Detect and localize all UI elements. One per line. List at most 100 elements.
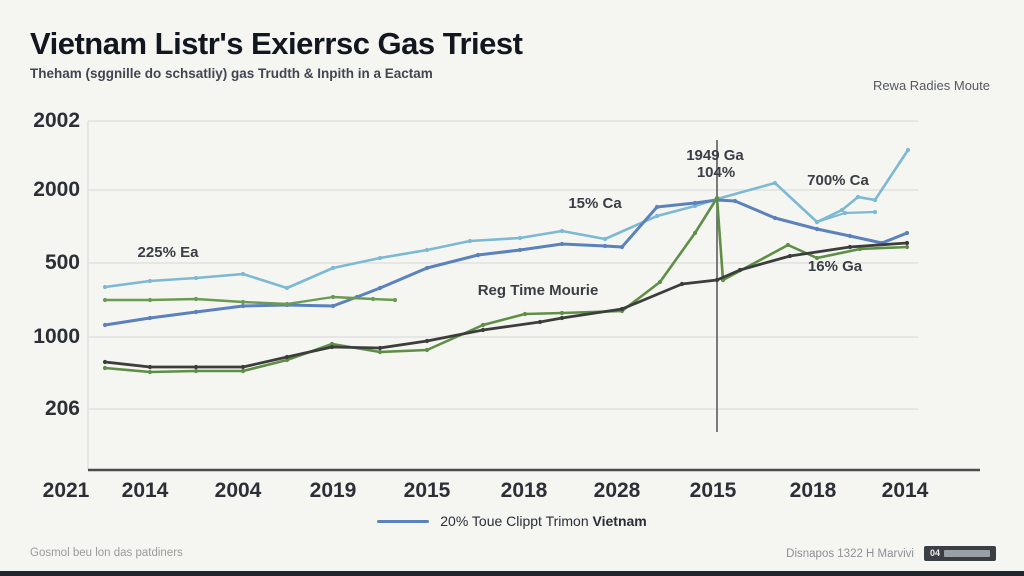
footer-source-text: Gosmol beu lon das patdiners	[30, 547, 183, 559]
green-line-marker	[377, 349, 383, 355]
green-line-marker	[785, 242, 791, 248]
blue-line-marker	[619, 244, 625, 250]
dark-line-marker	[329, 344, 335, 350]
dark-line-marker	[377, 345, 383, 351]
blue-line-marker	[559, 241, 565, 247]
green-upper-segment-marker	[392, 297, 398, 303]
light-blue-line-marker	[839, 207, 845, 213]
light-blue-line-marker	[193, 275, 199, 281]
x-tick-label: 2028	[593, 479, 641, 502]
green-line-marker	[147, 369, 153, 375]
x-tick-label: 2004	[214, 479, 262, 502]
x-tick-label: 2015	[403, 479, 451, 502]
blue-line-marker	[193, 309, 199, 315]
blue-line-marker	[602, 243, 608, 249]
x-tick-label: 2014	[881, 479, 929, 502]
blue-line-marker	[330, 303, 336, 309]
dark-line-marker	[193, 364, 199, 370]
dark-line-marker	[240, 364, 246, 370]
green-upper-segment-marker	[370, 296, 376, 302]
page-title: Vietnam Listr's Exierrsc Gas Triest	[30, 26, 523, 61]
light-blue-branch-marker	[872, 209, 878, 215]
light-blue-line-marker	[102, 284, 108, 290]
dark-line-marker	[102, 359, 108, 365]
x-tick-label: 2019	[309, 479, 357, 502]
blue-line-marker	[102, 322, 108, 328]
legend-label-bold: Vietnam	[592, 513, 647, 529]
light-blue-line-marker	[424, 247, 430, 253]
blue-line-marker	[732, 198, 738, 204]
page-subtitle: Theham (sggnille do schsatliy) gas Trudt…	[30, 66, 433, 81]
green-line-marker	[522, 311, 528, 317]
green-upper-segment-marker	[330, 294, 336, 300]
chart-annotation: 225% Ea	[137, 244, 199, 261]
green-line-marker	[714, 195, 720, 201]
green-line-marker	[692, 230, 698, 236]
watermark-badge-number: 04	[929, 548, 940, 558]
green-line-marker	[857, 246, 863, 252]
legend-label-text: 20% Toue Clippt Trimon	[440, 513, 589, 529]
green-upper-segment	[103, 295, 397, 306]
light-blue-line-marker	[905, 147, 911, 153]
x-tick-label: 2015	[689, 479, 737, 502]
light-blue-line-marker	[654, 213, 660, 219]
blue-line-marker	[847, 233, 853, 239]
light-blue-line-marker	[872, 197, 878, 203]
chart-annotation: 15% Ca	[568, 195, 622, 212]
dark-line-marker	[737, 267, 743, 273]
light-blue-branch-marker	[842, 210, 848, 216]
light-blue-branch-marker	[814, 219, 820, 225]
blue-line-marker	[814, 226, 820, 232]
dark-line-marker	[424, 338, 430, 344]
x-tick-label: 2021	[42, 479, 90, 502]
legend-line-swatch	[377, 519, 430, 523]
dark-line-marker	[284, 354, 290, 360]
light-blue-line-marker	[692, 203, 698, 209]
legend-label: 20% Toue Clippt Trimon Vietnam	[440, 513, 646, 529]
dark-line-marker	[679, 281, 685, 287]
green-line-marker	[102, 365, 108, 371]
blue-line-marker	[377, 285, 383, 291]
green-line-marker	[559, 310, 565, 316]
light-blue-line-marker	[772, 180, 778, 186]
green-line-marker	[480, 322, 486, 328]
dark-line	[103, 241, 909, 369]
chart-legend: 20% Toue Clippt Trimon Vietnam	[0, 513, 1024, 529]
blue-line-marker	[147, 315, 153, 321]
green-upper-segment-marker	[193, 296, 199, 302]
green-line-marker	[424, 347, 430, 353]
dark-line-marker	[787, 253, 793, 259]
dark-line-marker	[847, 244, 853, 250]
green-line-marker	[657, 279, 663, 285]
green-line	[103, 196, 909, 374]
watermark-badge: 04	[923, 546, 996, 561]
blue-line-marker	[692, 200, 698, 206]
blue-line-marker	[654, 204, 660, 210]
blue-line-marker	[772, 215, 778, 221]
chart-annotation: 16% Ga	[807, 258, 863, 275]
chart-annotation: Reg Time Mourie	[477, 282, 599, 299]
green-line-marker	[329, 341, 335, 347]
x-tick-label: 2018	[500, 479, 548, 502]
light-blue-line-marker	[240, 271, 246, 277]
dark-line-marker	[714, 277, 720, 283]
bottom-edge-bar	[0, 571, 1024, 576]
green-line-marker	[284, 357, 290, 363]
dark-line-marker	[619, 306, 625, 312]
light-blue-line-marker	[517, 235, 523, 241]
light-blue-line-marker	[855, 194, 861, 200]
blue-line-marker	[424, 265, 430, 271]
dark-line-marker	[559, 315, 565, 321]
green-line-marker	[193, 368, 199, 374]
x-tick-label: 2018	[789, 479, 837, 502]
light-blue-line-marker	[330, 265, 336, 271]
green-upper-segment-marker	[284, 301, 290, 307]
blue-line-marker	[517, 247, 523, 253]
light-blue-line-marker	[467, 238, 473, 244]
dark-line-marker	[147, 364, 153, 370]
footer-attribution-text: Disnapos 1322 H Marvivi	[786, 547, 914, 560]
x-tick-label: 2014	[121, 479, 169, 502]
light-blue-line-marker	[377, 255, 383, 261]
